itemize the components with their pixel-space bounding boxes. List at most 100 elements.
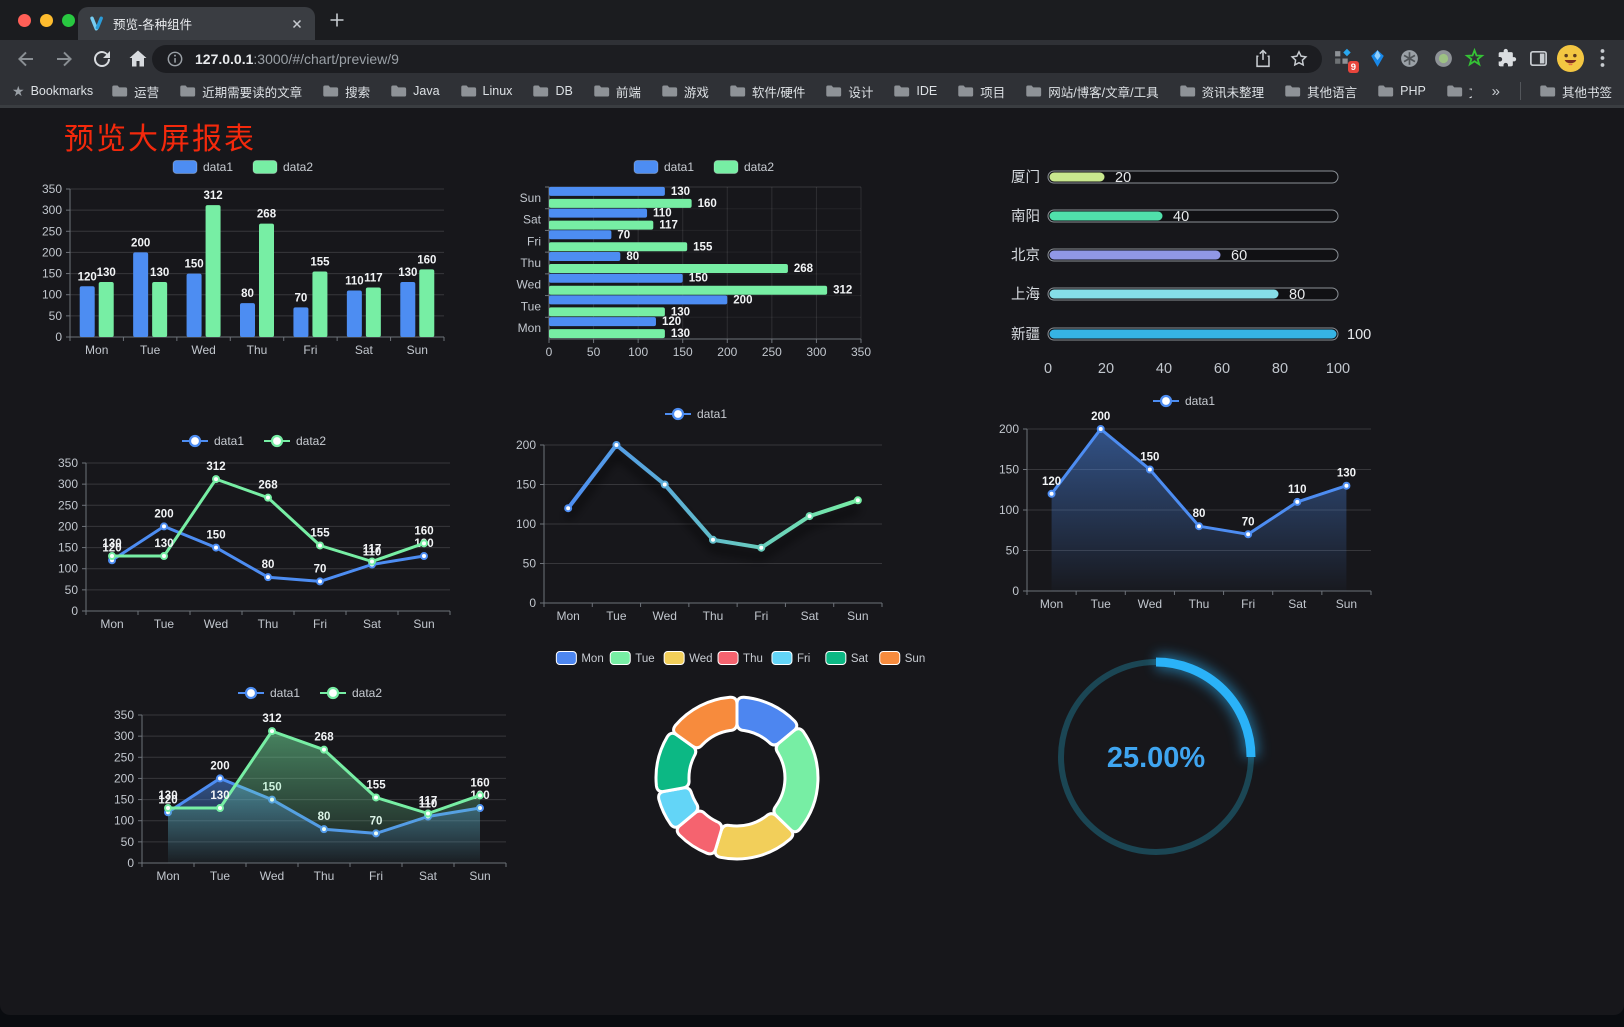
forward-icon[interactable] [52,47,76,71]
line-area-blue-chart[interactable]: data1 0 50 100 150 200 Mon Tue Wed Thu Fri Sat Sun 12… [985,389,1387,621]
svg-text:Mon: Mon [100,617,123,631]
bookmark-label: DB [555,84,573,98]
folder-icon [533,85,549,97]
svg-text:25.00%: 25.00% [1107,742,1206,774]
svg-text:150: 150 [1140,452,1159,464]
svg-text:200: 200 [114,771,134,785]
svg-text:80: 80 [1289,287,1305,303]
svg-text:Fri: Fri [313,617,327,631]
donut-chart[interactable]: Mon Tue Wed Thu Fri Sat Sun [555,641,925,941]
svg-text:100: 100 [58,562,78,576]
bookmark-folder[interactable]: 资讯未整理 [1179,82,1264,101]
bookmark-folder[interactable]: 网站/博客/文章/工具 [1025,82,1159,101]
svg-text:130: 130 [150,267,169,279]
bar-vertical-chart[interactable]: data1 data2 0 50 100 150 200 250 300 350 Mon Tue Wed… [30,153,460,365]
bookmark-folder[interactable]: 设计 [825,82,873,101]
other-bookmarks[interactable]: 其他书签 [1539,82,1612,101]
bookmark-label: 游戏 [683,85,709,100]
bookmark-folder[interactable]: 搜索 [322,82,370,101]
bookmark-folder[interactable]: DB [532,84,573,98]
bookmark-folder[interactable]: 运营 [111,82,159,101]
bookmark-folder[interactable]: PHP [1377,84,1426,98]
bookmark-folder[interactable]: 游戏 [661,82,709,101]
browser-toolbar: 127.0.0.1:3000/#/chart/preview/9 9 [0,40,1624,77]
svg-text:Thu: Thu [520,256,541,270]
folder-icon [1026,85,1042,97]
svg-text:200: 200 [42,245,62,259]
bookmark-folder[interactable]: Java [390,84,440,98]
home-icon[interactable] [126,47,150,71]
svg-text:Fri: Fri [303,343,317,357]
window-minimize-button[interactable] [40,14,53,27]
svg-text:Tue: Tue [154,617,175,631]
bookmarks-overflow-chevron[interactable]: » [1491,82,1500,100]
back-icon[interactable] [14,47,38,71]
extension-dot-icon[interactable] [1433,48,1454,69]
svg-text:100: 100 [1347,327,1371,343]
svg-text:Wed: Wed [517,278,541,292]
svg-text:Tue: Tue [210,869,231,883]
site-info-icon[interactable] [164,48,186,70]
new-tab-button[interactable] [328,11,346,29]
address-bar[interactable]: 127.0.0.1:3000/#/chart/preview/9 [152,44,1322,73]
svg-text:Tue: Tue [521,299,542,313]
svg-text:268: 268 [314,732,334,744]
window-close-button[interactable] [18,14,31,27]
browser-menu-icon[interactable] [1600,48,1605,68]
svg-text:312: 312 [833,285,852,297]
extension-wheel-icon[interactable] [1399,48,1420,69]
svg-text:100: 100 [1326,361,1350,377]
bookmark-folder[interactable]: 软件/硬件 [729,82,805,101]
svg-text:100: 100 [999,503,1019,517]
bookmark-folder[interactable]: 文件服务器 [1446,82,1472,101]
share-icon[interactable] [1252,48,1274,70]
svg-text:厦门: 厦门 [1011,169,1040,186]
svg-text:Sun: Sun [847,609,868,623]
bookmark-star-icon[interactable] [1288,48,1310,70]
bookmark-folder[interactable]: 前端 [593,82,641,101]
svg-text:data2: data2 [296,434,326,448]
bookmark-label: 设计 [848,85,874,100]
svg-text:70: 70 [314,563,327,575]
folder-icon [1285,85,1301,97]
bookmark-folder[interactable]: 项目 [957,82,1005,101]
svg-text:0: 0 [546,345,553,359]
bookmark-folder[interactable]: Linux [460,84,513,98]
bookmark-folder[interactable]: IDE [893,84,937,98]
progress-bars-chart[interactable]: 厦门 20 南阳 40 北京 60 上海 80 新疆 100 0 20 40 60 80 100 [982,155,1390,387]
extensions-puzzle-icon[interactable] [1497,48,1518,69]
bookmark-folder[interactable]: 近期需要读的文章 [179,82,302,101]
reload-icon[interactable] [90,47,114,71]
svg-text:155: 155 [693,241,713,253]
extension-gem-icon[interactable] [1367,48,1388,69]
svg-text:300: 300 [806,345,826,359]
svg-text:110: 110 [345,275,364,287]
line-gradient-chart[interactable]: data1 0 50 100 150 200 Mon Tue Wed Thu Fri Sat Sun [498,401,898,633]
line-area-two-chart[interactable]: data1 data2 0 50 100 150 200 250 300 350 Mon Tue Wed… [100,679,524,891]
tab-close-icon[interactable] [289,16,305,32]
profile-avatar[interactable] [1556,44,1585,73]
window-zoom-button[interactable] [62,14,75,27]
page-title: 预览大屏报表 [64,123,256,156]
folder-icon [958,85,974,97]
side-panel-icon[interactable] [1528,48,1549,69]
svg-text:Sun: Sun [413,617,434,631]
extension-star-icon[interactable] [1464,47,1485,69]
svg-text:312: 312 [206,461,225,473]
gauge-chart[interactable]: 25.00% [1050,651,1262,865]
bookmarks-root[interactable]: ★ Bookmarks [12,84,93,98]
svg-text:20: 20 [1115,170,1131,186]
tab-strip: 预览-各种组件 [0,0,1624,40]
bookmark-label: Linux [482,84,513,98]
svg-text:100: 100 [628,345,648,359]
line-two-chart[interactable]: data1 data2 0 50 100 150 200 250 300 350 Mon Tue Wed… [44,427,468,639]
bookmark-folder[interactable]: 其他语言 [1284,82,1357,101]
bar-horizontal-chart[interactable]: data1 data2 0 50 100 150 200 250 300 350 Sun 130 160… [505,151,907,369]
browser-tab[interactable]: 预览-各种组件 [78,7,315,40]
extension-grid-icon[interactable]: 9 [1333,48,1359,73]
svg-text:200: 200 [131,237,150,249]
svg-text:130: 130 [671,186,690,198]
svg-text:Sat: Sat [523,213,542,227]
svg-text:130: 130 [210,790,229,802]
svg-text:Mon: Mon [581,653,603,665]
